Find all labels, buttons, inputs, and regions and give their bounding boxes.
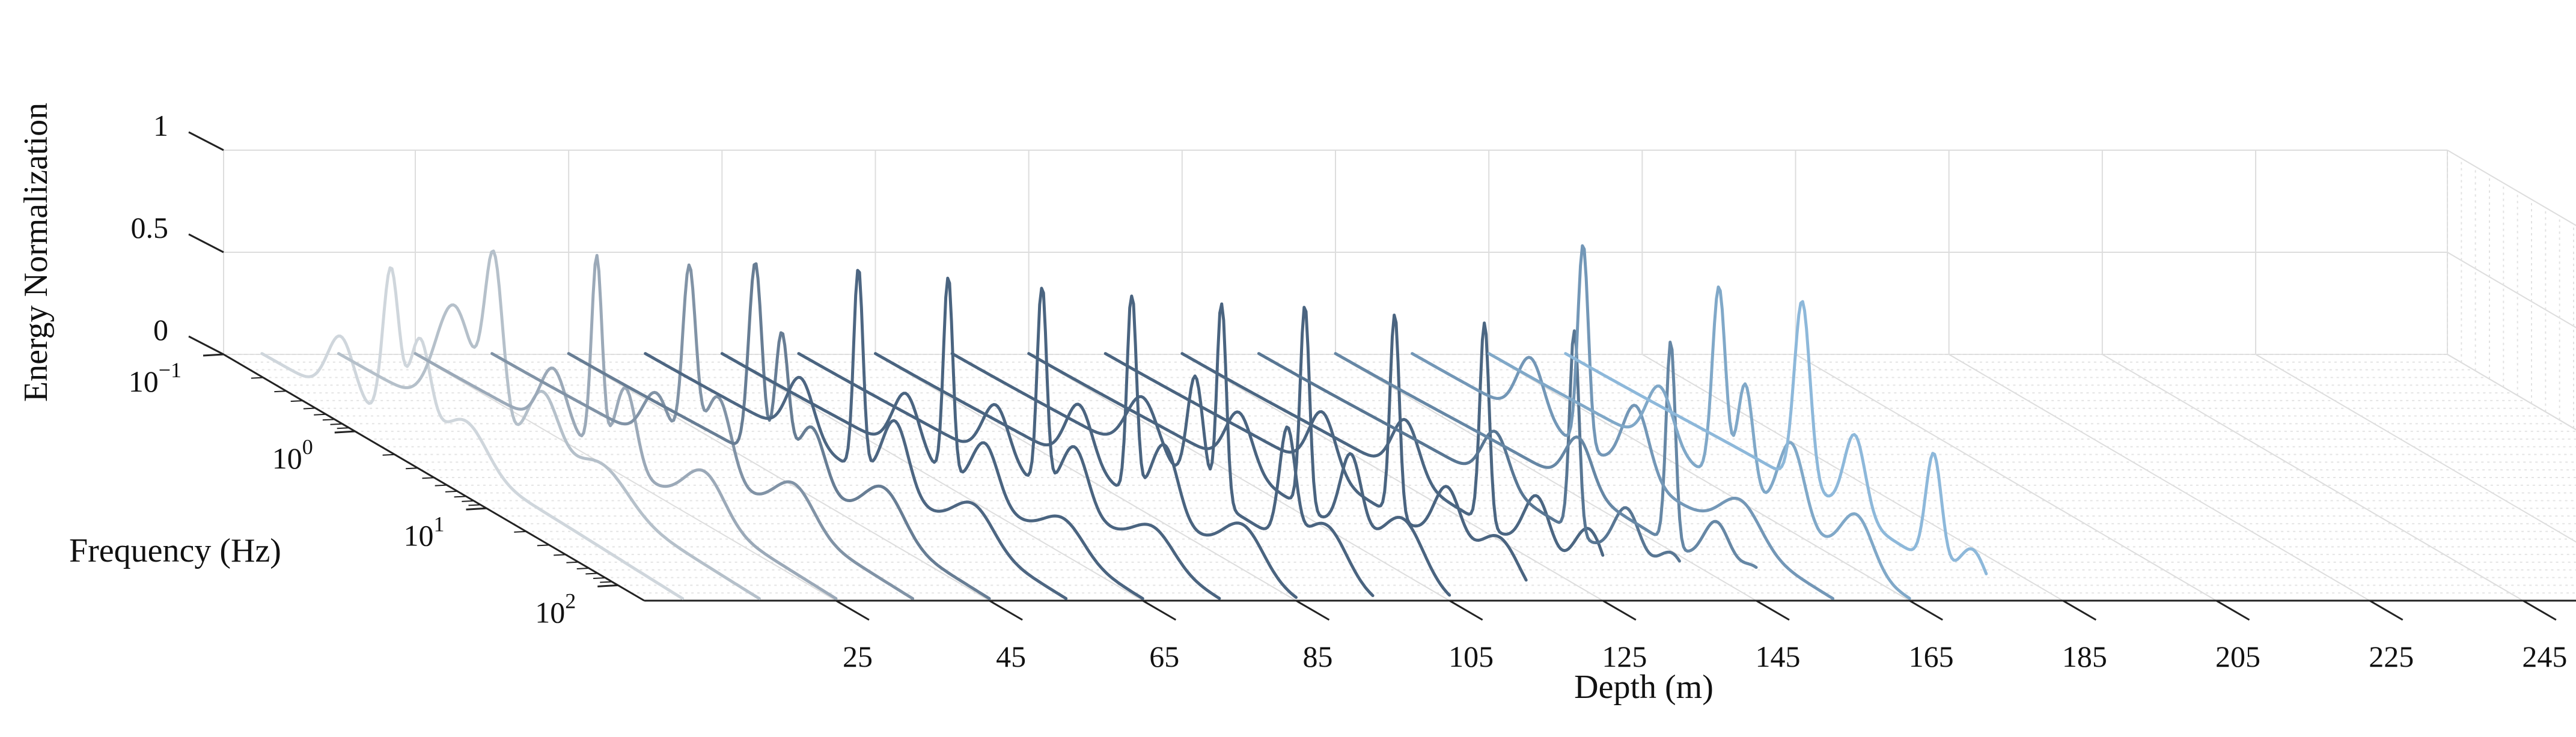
depth-tick-mark [1142, 599, 1177, 621]
frequency-minor-tick [274, 390, 287, 393]
depth-tick-mark [2369, 599, 2404, 621]
energy-tick-label: 0 [153, 313, 168, 347]
floor-gridline [1028, 354, 1450, 601]
floor-gridline [1641, 354, 2063, 601]
depth-tick-label: 205 [2215, 640, 2260, 673]
depth-tick-label: 245 [2522, 640, 2567, 673]
frequency-tick-label: 102 [535, 589, 576, 629]
depth-tick-label: 85 [1302, 640, 1332, 673]
depth-tick-mark [2215, 599, 2250, 621]
series-line [797, 287, 1221, 600]
depth-tick-mark [2062, 599, 2097, 621]
axes [188, 131, 2576, 621]
depth-tick-label: 185 [2062, 640, 2107, 673]
series-line [1027, 306, 1451, 597]
depth-tick-mark [1448, 599, 1483, 621]
series-line [490, 263, 915, 600]
depth-tick-mark [1756, 599, 1790, 621]
frequency-minor-tick [445, 490, 458, 493]
frequency-tick-mark [334, 430, 355, 434]
depth-tick-mark [1909, 599, 1943, 621]
floor-gridline [1949, 354, 2370, 601]
series-line [1487, 285, 1911, 600]
series-line [1257, 329, 1681, 563]
grid-lines [223, 150, 2576, 601]
frequency-minor-tick [554, 554, 566, 556]
series-line [260, 266, 685, 600]
depth-tick-label: 125 [1602, 640, 1647, 673]
depth-tick-mark [835, 599, 870, 621]
depth-tick-mark [2523, 599, 2557, 621]
series-line [1411, 244, 1835, 600]
floor-gridline [1335, 354, 1757, 601]
energy-tick-mark [188, 233, 224, 253]
energy-tick-label: 0.5 [131, 211, 169, 244]
series-line [1334, 341, 1758, 569]
depth-tick-label: 45 [996, 640, 1026, 673]
frequency-minor-tick [566, 561, 579, 563]
series-line [1564, 300, 1988, 575]
floor-gridline [2102, 354, 2524, 601]
frequency-tick-mark [466, 507, 487, 511]
floor-gridline [1488, 354, 1910, 601]
frequency-minor-tick [600, 581, 612, 583]
floor-gridline [1795, 354, 2217, 601]
frequency-minor-tick [576, 567, 589, 569]
energy-tick-mark [188, 335, 224, 356]
depth-tick-label: 145 [1756, 640, 1801, 673]
energy-tick-mark [188, 131, 224, 151]
depth-tick-label: 65 [1149, 640, 1179, 673]
energy-tick-label: 1 [153, 109, 168, 142]
frequency-tick-label: 100 [272, 435, 313, 475]
frequency-minor-tick [330, 423, 343, 425]
tick-labels: 2545658510512514516518520522524526528510… [129, 109, 2568, 673]
floor-gridline [1182, 354, 1604, 601]
x-axis-title: Depth (m) [1574, 669, 1714, 706]
floor-gridline [874, 354, 1296, 601]
depth-tick-mark [1295, 599, 1330, 621]
series-line [1180, 321, 1605, 557]
depth-tick-mark [989, 599, 1023, 621]
frequency-minor-tick [303, 407, 316, 410]
series-line [337, 249, 761, 600]
depth-tick-mark [1602, 599, 1637, 621]
series-line [874, 294, 1298, 599]
z-axis-title: Energy Normalization [17, 103, 55, 402]
frequency-tick-mark [597, 584, 618, 587]
floor-gridline [568, 354, 990, 601]
floor-gridline [2447, 354, 2576, 431]
frequency-minor-tick [462, 500, 474, 502]
frequency-tick-label: 101 [404, 512, 445, 552]
series-line [1103, 314, 1528, 582]
floor-gridline [2255, 354, 2576, 543]
depth-tick-label: 105 [1448, 640, 1494, 673]
depth-tick-label: 165 [1909, 640, 1954, 673]
series-lines [260, 244, 1988, 600]
frequency-minor-tick [322, 419, 335, 421]
frequency-minor-tick [314, 413, 326, 416]
right-wall-gridline [2447, 150, 2576, 226]
frequency-minor-tick [435, 484, 447, 487]
right-wall-gridline [2447, 252, 2576, 329]
frequency-tick-mark [203, 353, 224, 357]
frequency-minor-tick [406, 467, 418, 470]
series-line [644, 268, 1068, 600]
series-line [414, 253, 838, 600]
floor-gridline [415, 354, 837, 601]
depth-tick-label: 225 [2369, 640, 2414, 673]
floor-gridline [721, 354, 1143, 601]
y-axis-title: Frequency (Hz) [69, 532, 281, 569]
depth-tick-label: 25 [843, 640, 873, 673]
series-line [720, 276, 1144, 600]
frequency-minor-tick [454, 496, 466, 498]
series-line [950, 302, 1375, 598]
frequency-tick-label: 10−1 [129, 358, 182, 398]
series-line [567, 262, 991, 600]
